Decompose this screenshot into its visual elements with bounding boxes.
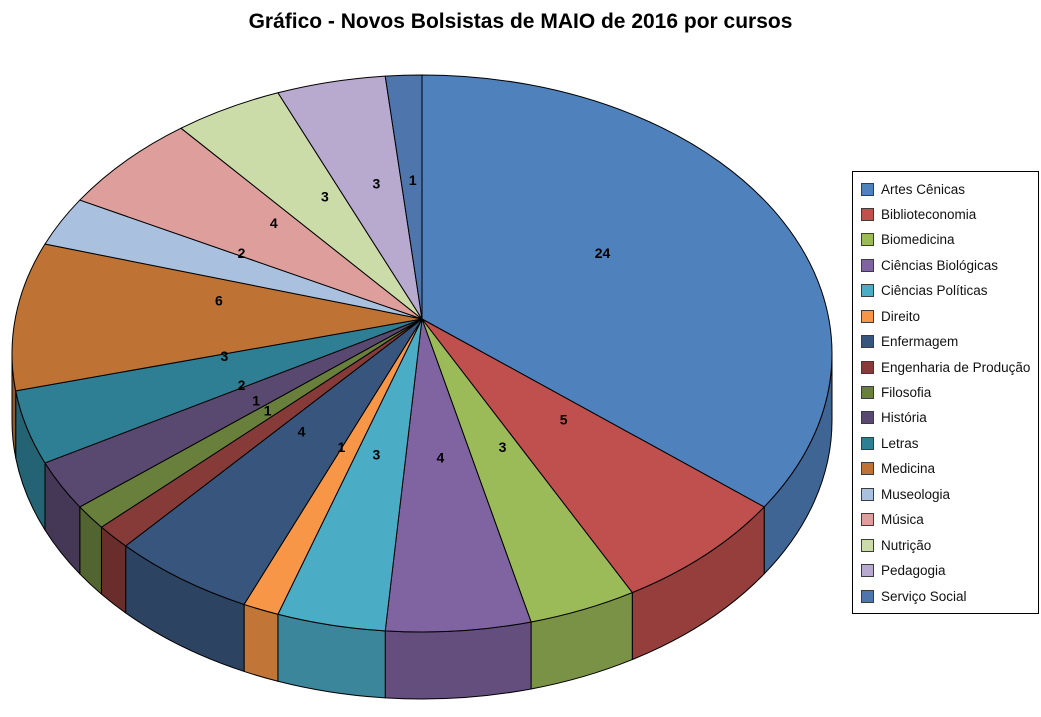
legend-swatch	[861, 284, 874, 298]
pie-slice-side	[384, 621, 532, 700]
legend-item-label: Medicina	[881, 461, 936, 477]
legend-swatch	[861, 258, 874, 272]
legend-swatch	[861, 182, 874, 196]
slice-value-label: 3	[372, 175, 380, 191]
legend-item: Artes Cênicas	[861, 180, 1034, 198]
legend-swatch	[861, 207, 874, 221]
legend-swatch	[861, 589, 874, 603]
legend-item: Pedagogia	[861, 562, 1034, 580]
legend-item-label: Música	[881, 512, 924, 528]
legend-item: História	[861, 409, 1034, 427]
chart-title: Gráfico - Novos Bolsistas de MAIO de 201…	[248, 10, 793, 33]
pie-slice	[384, 318, 532, 633]
legend-swatch	[861, 513, 874, 527]
pie-slice	[421, 74, 833, 508]
slice-value-label: 1	[338, 439, 346, 455]
legend-item: Letras	[861, 434, 1034, 452]
legend-item: Medicina	[861, 460, 1034, 478]
slice-value-label: 4	[298, 423, 306, 439]
pie-slice	[11, 243, 423, 392]
pie-slice	[421, 318, 765, 594]
legend-item-label: Museologia	[881, 486, 951, 502]
slice-value-label: 3	[321, 189, 329, 205]
legend-swatch	[861, 487, 874, 501]
legend-item-label: Enfermagem	[881, 334, 959, 350]
slice-value-label: 3	[220, 348, 228, 364]
legend-item: Serviço Social	[861, 587, 1034, 605]
legend-swatch	[861, 233, 874, 247]
legend-swatch	[861, 564, 874, 578]
legend-item-label: Nutrição	[881, 537, 932, 553]
legend-swatch	[861, 335, 874, 349]
slice-value-label: 2	[238, 245, 246, 261]
legend-item: Ciências Biológicas	[861, 256, 1034, 274]
legend-item: Engenharia de Produção	[861, 358, 1034, 376]
legend-item-label: Serviço Social	[881, 588, 967, 604]
legend-swatch	[861, 360, 874, 374]
legend-item: Enfermagem	[861, 333, 1034, 351]
pie-slice	[125, 318, 423, 605]
slice-value-label: 1	[264, 402, 272, 418]
legend-swatch	[861, 538, 874, 552]
slice-value-label: 2	[238, 377, 246, 393]
legend-item: Biomedicina	[861, 231, 1034, 249]
legend-item: Biblioteconomia	[861, 205, 1034, 223]
legend-item: Museologia	[861, 485, 1034, 503]
slice-value-label: 6	[215, 292, 223, 308]
legend-item-label: Pedagogia	[881, 563, 946, 579]
slice-value-label: 4	[436, 449, 444, 465]
legend-item: Ciências Políticas	[861, 282, 1034, 300]
pie-slice	[384, 74, 423, 320]
pie-slice-side	[243, 603, 279, 682]
legend-swatch	[861, 411, 874, 425]
slice-value-label: 3	[372, 447, 380, 463]
slice-value-label: 4	[270, 215, 278, 231]
slice-value-label: 5	[560, 411, 568, 427]
legend-swatch	[861, 386, 874, 399]
legend-item: Música	[861, 511, 1034, 529]
legend-item-label: Ciências Políticas	[881, 283, 988, 299]
legend-item: Direito	[861, 307, 1034, 325]
legend-item-label: História	[881, 410, 927, 426]
legend-swatch	[861, 309, 874, 323]
legend-item-label: Biomedicina	[881, 232, 955, 248]
legend-item: Filosofia	[861, 384, 1034, 402]
legend-item-label: Engenharia de Produção	[881, 359, 1031, 375]
slice-value-label: 3	[499, 439, 507, 455]
legend-item: Nutrição	[861, 536, 1034, 554]
chart-legend: Artes Cênicas Biblioteconomia Biomedicina C…	[852, 171, 1039, 614]
slice-value-label: 24	[595, 245, 611, 261]
slice-value-label: 1	[252, 393, 260, 409]
legend-item-label: Ciências Biológicas	[881, 257, 999, 273]
legend-swatch	[861, 436, 874, 450]
slice-value-label: 1	[409, 172, 417, 188]
legend-item-label: Direito	[881, 308, 921, 324]
pie-slice	[79, 127, 423, 320]
legend-item-label: Biblioteconomia	[881, 206, 977, 222]
legend-item-label: Artes Cênicas	[881, 181, 966, 197]
legend-item-label: Filosofia	[881, 385, 932, 400]
legend-item-label: Letras	[881, 435, 919, 451]
legend-swatch	[861, 462, 874, 476]
